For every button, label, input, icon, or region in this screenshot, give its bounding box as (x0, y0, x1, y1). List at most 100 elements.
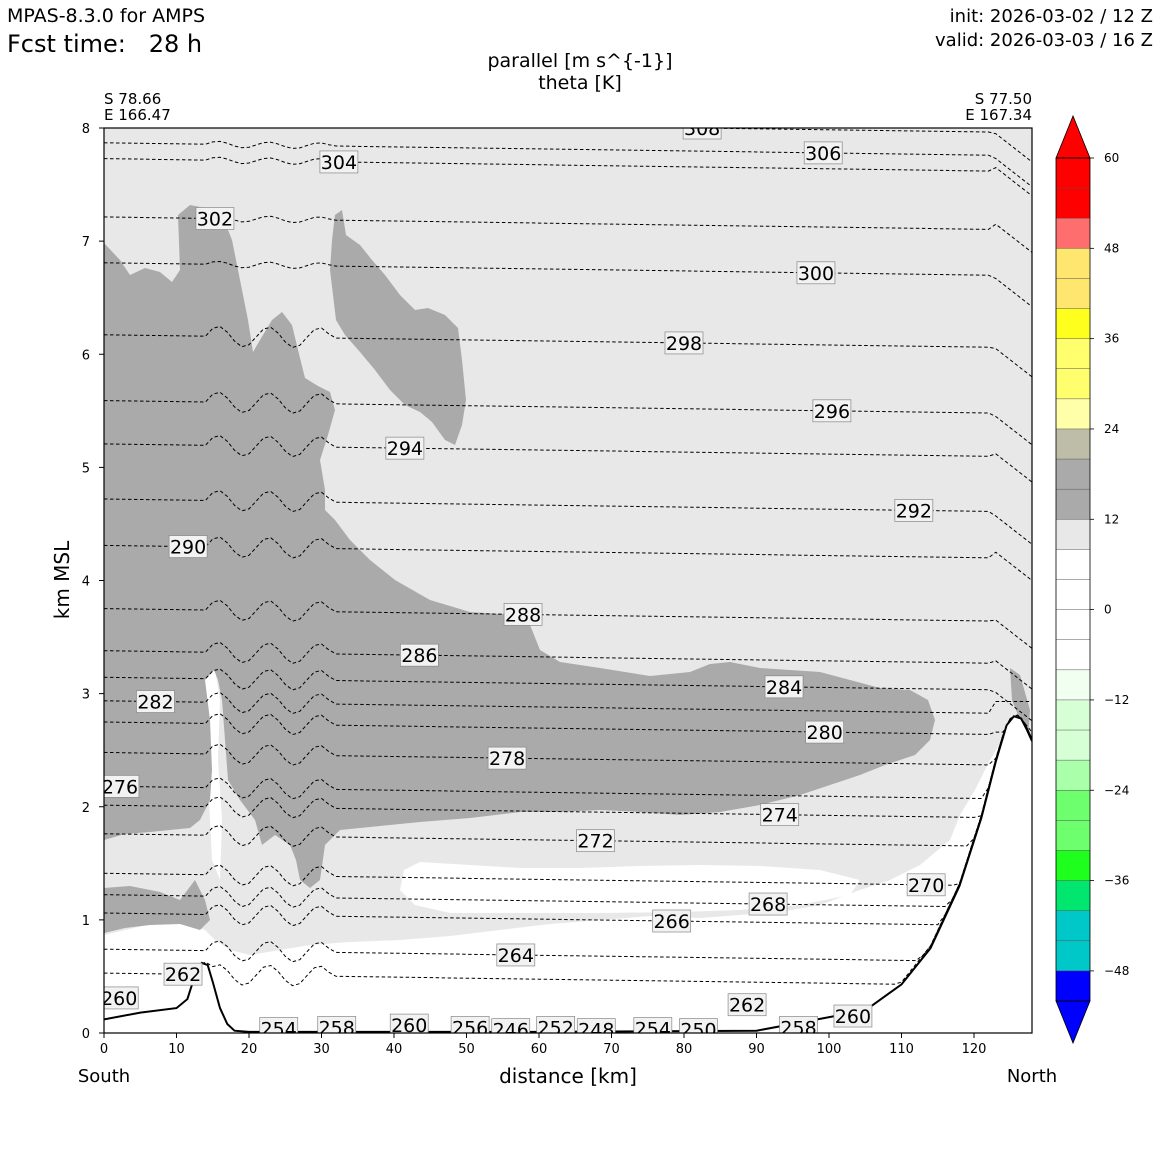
theta-contour-label-box (576, 1018, 616, 1033)
wind-fill-strong-right (1010, 668, 1030, 738)
theta-contour-label-text: 288 (505, 604, 541, 626)
theta-contour-label: 290 (168, 535, 208, 559)
theta-contour-label: 280 (805, 720, 845, 744)
theta-contour-line (104, 325, 1032, 378)
theta-contour-label-text: 262 (729, 995, 765, 1017)
colorbar: 60 48 36 24 12 0 −12 −24 −36 −48 (1055, 114, 1129, 1045)
theta-contour-label: 254 (259, 1017, 299, 1033)
theta-contour-label-text: 266 (654, 911, 690, 933)
theta-contour-label-text: 290 (170, 537, 206, 559)
theta-contour-label: 274 (760, 803, 800, 827)
chart-title-line1: parallel [m s^{-1}] (487, 50, 672, 72)
theta-contour-label-box (760, 803, 800, 827)
x-tick-label: 110 (889, 1042, 914, 1057)
colorbar-tick-label: 24 (1104, 422, 1119, 436)
theta-contour-label-text: 300 (798, 263, 834, 285)
theta-contour-line (104, 714, 1032, 963)
theta-contour-label: 260 (833, 1004, 873, 1028)
theta-contour-line (104, 391, 1032, 446)
theta-contour-line (104, 714, 1032, 766)
theta-contour-label-box (894, 499, 934, 522)
left-end-lat: S 78.66 (104, 90, 161, 108)
colorbar-tick-label: 48 (1104, 241, 1119, 255)
theta-contour-label: 246 (491, 1018, 531, 1033)
theta-contour-label: 306 (803, 141, 843, 165)
theta-contours (104, 128, 1032, 987)
theta-contour-label: 284 (764, 675, 804, 699)
theta-contour-label: 266 (652, 909, 692, 933)
colorbar-bin (1056, 248, 1090, 279)
colorbar-over-triangle (1055, 114, 1091, 159)
right-end-lon: E 167.34 (965, 106, 1032, 124)
theta-contour-label: 298 (664, 331, 704, 355)
theta-contour-line (104, 668, 1032, 722)
theta-contour-label: 288 (503, 603, 543, 626)
x-tick-label: 100 (817, 1042, 842, 1057)
theta-contour-label: 248 (576, 1018, 616, 1033)
wind-fill-strong (104, 205, 935, 888)
theta-contour-label: 286 (400, 643, 439, 667)
theta-contour-line (104, 156, 1032, 197)
theta-contour-label-box (319, 150, 359, 174)
theta-contour-line (104, 435, 1032, 483)
theta-contour-label-text: 258 (780, 1017, 816, 1039)
theta-contour-label-text: 268 (750, 894, 786, 916)
theta-contour-label: 268 (748, 892, 788, 916)
theta-contour-label-box (796, 261, 836, 285)
theta-contour-line (104, 599, 1032, 649)
theta-contour-label-box (104, 775, 140, 798)
colorbar-bin (1056, 850, 1090, 882)
theta-contour-line (104, 714, 1032, 847)
theta-contour-line (104, 490, 1032, 545)
theta-contour-label-text: 308 (684, 118, 720, 140)
theta-contour-line (104, 714, 1032, 800)
colorbar-bin (1056, 970, 1090, 1002)
theta-contour-label: 304 (319, 150, 359, 174)
theta-contour-label-text: 274 (762, 805, 798, 827)
theta-contour-label: 260 (389, 1013, 429, 1037)
y-tick-label: 6 (82, 348, 90, 363)
colorbar-bin (1056, 549, 1090, 580)
theta-contour-label-text: 258 (319, 1017, 355, 1039)
x-tick-label: 120 (962, 1042, 987, 1057)
theta-contour-label: 302 (195, 207, 235, 231)
y-tick-label: 0 (82, 1027, 90, 1042)
theta-contour-line (104, 215, 1032, 253)
colorbar-bin (1056, 730, 1090, 761)
theta-contour-label-text: 270 (908, 875, 944, 897)
theta-contour-label-text: 286 (401, 645, 437, 667)
theta-contour-label-text: 304 (321, 152, 357, 174)
theta-contour-line (104, 714, 1032, 887)
colorbar-bin (1056, 308, 1090, 340)
init-time: init: 2026-03-02 / 12 Z (950, 6, 1153, 27)
theta-contour-label-box (664, 331, 704, 355)
theta-contour-label-text: 282 (137, 692, 173, 714)
theta-contour-label: 254 (633, 1017, 673, 1033)
wind-fill-strong-low (104, 880, 210, 933)
colorbar-tick-label: −24 (1104, 783, 1129, 797)
colorbar-bin (1056, 880, 1090, 912)
theta-contour-label-text: 296 (814, 401, 850, 423)
colorbar-bin (1056, 489, 1090, 520)
x-tick-label: 80 (676, 1042, 693, 1057)
theta-contour-line (104, 714, 1032, 987)
colorbar-bin (1056, 940, 1090, 972)
colorbar-bin (1056, 609, 1090, 641)
theta-contour-label-text: 302 (197, 209, 233, 231)
theta-contour-label-box (389, 1013, 429, 1033)
colorbar-tick-label: −48 (1104, 964, 1129, 978)
theta-contour-label-text: 260 (391, 1015, 427, 1037)
colorbar-tick-label: −36 (1104, 874, 1129, 888)
colorbar-bin (1056, 790, 1090, 821)
wind-fill-weak-blob (400, 862, 860, 913)
colorbar-tick-label: 0 (1104, 603, 1112, 617)
colorbar-bin (1056, 278, 1090, 310)
forecast-time: Fcst time: 28 h (7, 30, 202, 58)
x-tick-label: 60 (531, 1042, 548, 1057)
theta-contour-label-box (779, 1015, 818, 1033)
theta-contour-label-box (496, 943, 536, 967)
colorbar-bin (1056, 218, 1090, 249)
theta-contour-line (104, 714, 1032, 908)
theta-contour-label-text: 264 (498, 945, 534, 967)
theta-contour-label: 252 (536, 1015, 576, 1033)
